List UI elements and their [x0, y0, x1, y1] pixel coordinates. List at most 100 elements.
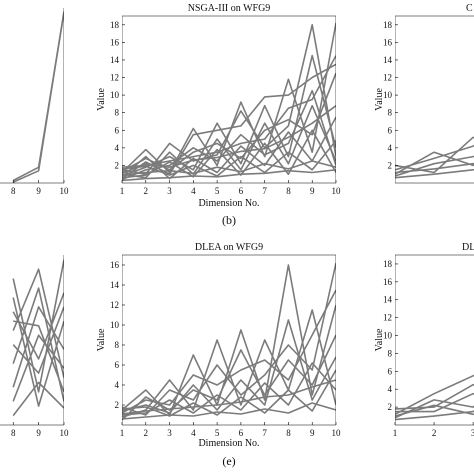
series-line-4: [395, 155, 474, 177]
x-tick-label: 10: [332, 428, 342, 438]
y-axis-label: Value: [96, 88, 107, 111]
x-tick-label: 1: [120, 428, 125, 438]
series-line-7: [12, 334, 64, 402]
x-tick-label: 8: [11, 428, 16, 438]
x-axis-label: Dimension No.: [198, 438, 259, 449]
axes-frame: [122, 254, 336, 426]
series-line-1: [395, 374, 474, 416]
x-tick-label: 2: [144, 428, 149, 438]
panel-3: 2 4 6 8 10 12 14 16 18 C Value: [374, 3, 474, 184]
series-line-6: [12, 297, 64, 407]
x-tick-label: 8: [11, 186, 16, 196]
y-tick-label: 12: [383, 313, 392, 323]
y-tick-label: 16: [110, 37, 120, 47]
x-tick-label: 2: [144, 186, 149, 196]
x-tick-label: 1: [393, 428, 398, 438]
series-line-13: [122, 105, 336, 175]
series-line-2: [122, 309, 336, 418]
series-line-2: [122, 54, 336, 177]
series-line-5: [122, 334, 336, 421]
panel-caption: (b): [222, 213, 236, 227]
series-line-4: [12, 292, 64, 360]
series-line-5: [395, 162, 474, 174]
y-tick-label: 10: [110, 320, 120, 330]
x-tick-label: 9: [36, 186, 41, 196]
series-line-4: [395, 392, 474, 413]
series-line-3: [395, 136, 474, 174]
series-line-5: [12, 287, 64, 402]
x-tick-label: 3: [471, 428, 474, 438]
series-line-9: [122, 369, 336, 417]
y-tick-label: 8: [388, 108, 393, 118]
y-tick-label: 10: [383, 331, 393, 341]
series-group: [395, 374, 474, 421]
y-tick-label: 14: [110, 280, 120, 290]
series-line-6: [395, 168, 474, 179]
y-tick-label: 18: [383, 20, 393, 30]
series-line-1: [12, 268, 64, 378]
y-tick-label: 4: [115, 380, 120, 390]
series-line-14: [122, 169, 336, 182]
y-tick-label: 16: [383, 277, 393, 287]
panel-1: 8 9 10: [0, 8, 69, 196]
y-tick-label: 10: [110, 90, 120, 100]
x-tick-label: 5: [215, 428, 220, 438]
y-tick-label: 10: [383, 90, 393, 100]
series-line-10: [13, 320, 64, 393]
y-tick-label: 2: [388, 402, 393, 412]
series-line-11: [122, 140, 336, 177]
y-tick-label: 12: [383, 73, 392, 83]
series-line-2: [395, 151, 474, 175]
x-tick-label: 9: [310, 428, 315, 438]
series-line-9: [12, 381, 64, 417]
series-line-2: [12, 11, 64, 183]
panel-title: NSGA-III on WFG9: [188, 3, 271, 14]
series-group: [12, 259, 64, 417]
x-tick-label: 4: [191, 428, 196, 438]
x-tick-label: 5: [215, 186, 220, 196]
y-axis-label: Value: [374, 88, 385, 111]
axes-frame: [395, 15, 474, 184]
x-tick-label: 10: [60, 428, 70, 438]
y-tick-label: 8: [388, 348, 393, 358]
series-line-8: [12, 306, 64, 374]
x-tick-label: 3: [167, 428, 172, 438]
y-tick-label: 2: [115, 160, 120, 170]
x-tick-label: 4: [191, 186, 196, 196]
series-line-6: [122, 362, 336, 416]
y-tick-label: 4: [388, 384, 393, 394]
series-line-8: [122, 402, 336, 420]
series-line-3: [12, 306, 64, 388]
series-line-10: [122, 379, 336, 415]
x-tick-label: 3: [167, 186, 172, 196]
series-line-10: [122, 160, 336, 176]
panel-caption: (e): [222, 454, 235, 468]
y-tick-label: 18: [110, 20, 120, 30]
y-tick-label: 6: [115, 125, 120, 135]
y-tick-label: 6: [388, 366, 393, 376]
y-tick-label: 6: [388, 125, 393, 135]
y-tick-label: 16: [383, 37, 393, 47]
x-axis-label: Dimension No.: [198, 198, 259, 209]
x-tick-label: 7: [262, 186, 267, 196]
x-tick-label: 6: [239, 428, 244, 438]
y-tick-label: 16: [110, 260, 120, 270]
x-tick-label: 10: [60, 186, 70, 196]
y-tick-label: 8: [115, 340, 120, 350]
series-group: [122, 262, 336, 421]
series-line-9: [122, 72, 336, 173]
series-line-7: [122, 319, 336, 414]
y-tick-label: 6: [115, 360, 120, 370]
x-tick-label: 8: [286, 428, 291, 438]
x-tick-label: 6: [239, 186, 244, 196]
panel-title: C: [466, 3, 473, 14]
y-tick-label: 2: [115, 400, 120, 410]
series-line-12: [122, 129, 336, 179]
x-tick-label: 1: [120, 186, 125, 196]
axes-frame: [122, 15, 336, 184]
series-line-6: [395, 404, 474, 417]
